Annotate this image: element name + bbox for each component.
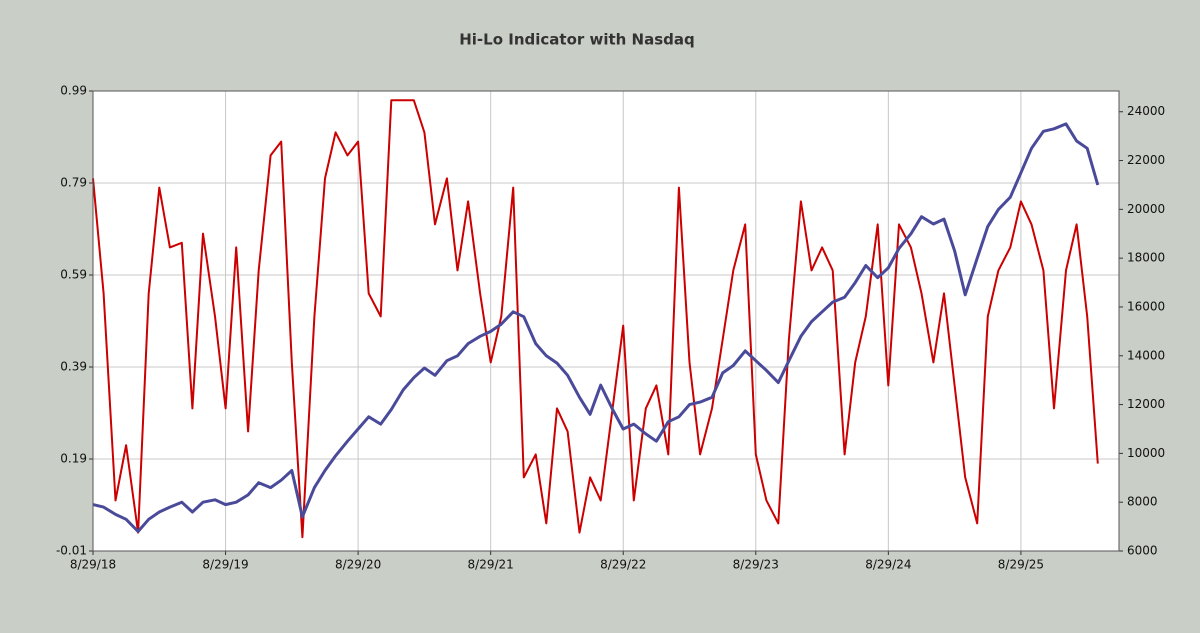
x-tick-label: 8/29/19 <box>202 558 248 572</box>
plot-border <box>92 90 1120 552</box>
x-tick-label: 8/29/18 <box>70 558 116 572</box>
y2-tick-label: 10000 <box>1127 446 1165 460</box>
y-tick-label: 0.59 <box>60 268 87 282</box>
x-tick-label: 8/29/22 <box>600 558 646 572</box>
series-line <box>92 99 1099 539</box>
x-tick-label: 8/29/25 <box>998 558 1044 572</box>
y2-tick-label: 16000 <box>1127 299 1165 313</box>
x-tick-label: 8/29/20 <box>335 558 381 572</box>
y-tick-label: 0.79 <box>60 176 87 190</box>
y-tick-label: 0.39 <box>60 360 87 374</box>
series-line <box>92 122 1100 533</box>
y2-tick-label: 24000 <box>1127 104 1165 118</box>
x-tick-label: 8/29/21 <box>468 558 514 572</box>
y-tick-label: -0.01 <box>56 544 87 558</box>
y2-tick-label: 6000 <box>1127 544 1158 558</box>
chart-title: Hi-Lo Indicator with Nasdaq <box>459 31 695 49</box>
y-tick-label: 0.99 <box>60 84 87 98</box>
y2-tick-label: 20000 <box>1127 202 1165 216</box>
y2-tick-label: 22000 <box>1127 153 1165 167</box>
y2-tick-label: 18000 <box>1127 251 1165 265</box>
y2-tick-label: 14000 <box>1127 348 1165 362</box>
x-tick-label: 8/29/23 <box>733 558 779 572</box>
y2-tick-label: 8000 <box>1127 495 1158 509</box>
y-tick-label: 0.19 <box>60 452 87 466</box>
y2-tick-label: 12000 <box>1127 397 1165 411</box>
x-tick-label: 8/29/24 <box>865 558 911 572</box>
plot-area <box>92 90 1120 552</box>
